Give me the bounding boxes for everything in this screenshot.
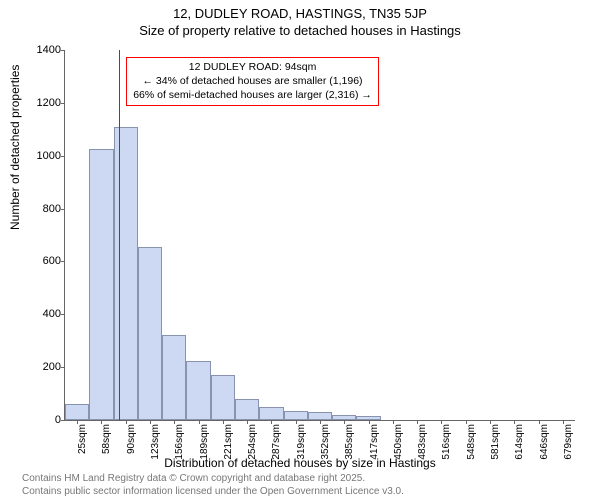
histogram-bar [89, 149, 113, 420]
property-marker-line [119, 50, 120, 420]
y-tick-label: 600 [21, 255, 61, 267]
y-tick-label: 400 [21, 308, 61, 320]
y-tick-label: 1200 [21, 97, 61, 109]
histogram-bar [186, 361, 210, 420]
y-tick-mark [61, 103, 65, 104]
annotation-line: 12 DUDLEY ROAD: 94sqm [133, 61, 372, 75]
y-tick-label: 0 [21, 414, 61, 426]
y-tick-mark [61, 367, 65, 368]
histogram-bar [211, 375, 235, 420]
footer-attribution: Contains HM Land Registry data © Crown c… [22, 473, 404, 498]
histogram-bar [114, 127, 138, 420]
footer-line-2: Contains public sector information licen… [22, 486, 404, 499]
y-tick-mark [61, 261, 65, 262]
annotation-line: 66% of semi-detached houses are larger (… [133, 89, 372, 103]
histogram-bar [308, 412, 332, 420]
annotation-line: ← 34% of detached houses are smaller (1,… [133, 75, 372, 89]
title-line-1: 12, DUDLEY ROAD, HASTINGS, TN35 5JP [0, 6, 600, 23]
y-tick-mark [61, 314, 65, 315]
y-tick-label: 200 [21, 361, 61, 373]
y-tick-label: 1400 [21, 44, 61, 56]
annotation-callout: 12 DUDLEY ROAD: 94sqm← 34% of detached h… [126, 57, 379, 106]
y-tick-label: 800 [21, 203, 61, 215]
histogram-bar [138, 247, 162, 420]
histogram-bar [65, 404, 89, 420]
histogram-bar [284, 411, 308, 420]
histogram-bar [259, 407, 283, 420]
histogram-bar [235, 399, 259, 420]
y-tick-label: 1000 [21, 150, 61, 162]
y-tick-mark [61, 209, 65, 210]
chart-container: 12, DUDLEY ROAD, HASTINGS, TN35 5JP Size… [0, 0, 600, 500]
title-line-2: Size of property relative to detached ho… [0, 23, 600, 40]
footer-line-1: Contains HM Land Registry data © Crown c… [22, 473, 404, 486]
x-axis-label: Distribution of detached houses by size … [0, 456, 600, 470]
plot-area: 020040060080010001200140025sqm58sqm90sqm… [64, 50, 575, 421]
histogram-bar [162, 335, 186, 420]
chart-title: 12, DUDLEY ROAD, HASTINGS, TN35 5JP Size… [0, 0, 600, 40]
y-axis-label: Number of detached properties [8, 65, 22, 230]
y-tick-mark [61, 50, 65, 51]
y-tick-mark [61, 156, 65, 157]
y-tick-mark [61, 420, 65, 421]
